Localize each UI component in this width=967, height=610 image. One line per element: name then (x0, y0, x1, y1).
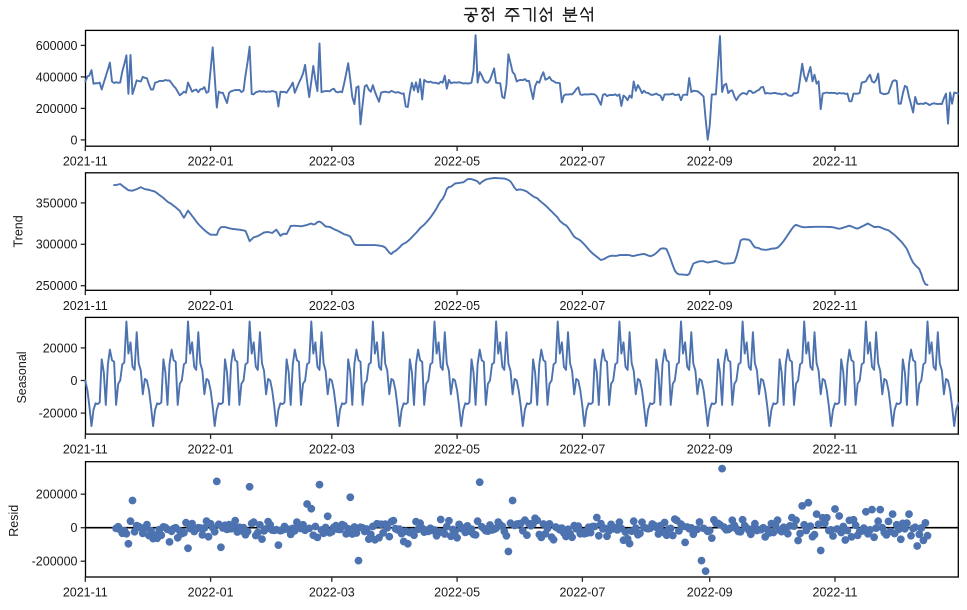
svg-text:2022-07: 2022-07 (559, 299, 605, 313)
svg-text:2022-11: 2022-11 (813, 155, 858, 169)
svg-text:0: 0 (71, 133, 78, 147)
svg-text:Seasonal: Seasonal (15, 351, 29, 403)
svg-text:2022-11: 2022-11 (813, 586, 858, 600)
svg-text:2021-11: 2021-11 (63, 443, 108, 457)
svg-text:2022-03: 2022-03 (309, 586, 355, 600)
svg-text:250000: 250000 (36, 279, 78, 293)
svg-text:600000: 600000 (36, 39, 78, 53)
svg-text:2022-01: 2022-01 (188, 586, 234, 600)
svg-text:350000: 350000 (36, 196, 78, 210)
svg-text:2022-09: 2022-09 (687, 299, 733, 313)
svg-text:2021-11: 2021-11 (63, 299, 108, 313)
svg-text:2022-11: 2022-11 (813, 299, 858, 313)
svg-text:400000: 400000 (36, 70, 78, 84)
svg-text:0: 0 (71, 521, 78, 535)
svg-text:2022-03: 2022-03 (309, 155, 355, 169)
svg-text:Trend: Trend (12, 215, 26, 247)
svg-text:2021-11: 2021-11 (63, 155, 108, 169)
svg-text:2022-09: 2022-09 (687, 155, 733, 169)
svg-text:2022-09: 2022-09 (687, 586, 733, 600)
svg-text:300000: 300000 (36, 238, 78, 252)
svg-text:2021-11: 2021-11 (63, 586, 108, 600)
svg-text:20000: 20000 (43, 341, 78, 355)
svg-text:2022-07: 2022-07 (559, 155, 605, 169)
svg-text:200000: 200000 (36, 488, 78, 502)
svg-text:2022-03: 2022-03 (309, 443, 355, 457)
svg-text:-200000: -200000 (32, 555, 78, 569)
svg-text:2022-05: 2022-05 (434, 443, 480, 457)
svg-text:200000: 200000 (36, 102, 78, 116)
svg-text:2022-03: 2022-03 (309, 299, 355, 313)
svg-text:2022-07: 2022-07 (559, 586, 605, 600)
svg-text:0: 0 (71, 374, 78, 388)
svg-text:2022-01: 2022-01 (188, 299, 234, 313)
svg-text:2022-01: 2022-01 (188, 443, 234, 457)
svg-text:2022-05: 2022-05 (434, 299, 480, 313)
svg-text:2022-09: 2022-09 (687, 443, 733, 457)
svg-text:Resid: Resid (7, 505, 21, 537)
svg-text:2022-11: 2022-11 (813, 443, 858, 457)
svg-text:2022-05: 2022-05 (434, 586, 480, 600)
svg-text:2022-07: 2022-07 (559, 443, 605, 457)
svg-text:2022-05: 2022-05 (434, 155, 480, 169)
svg-text:-20000: -20000 (39, 406, 78, 420)
svg-text:2022-01: 2022-01 (188, 155, 234, 169)
